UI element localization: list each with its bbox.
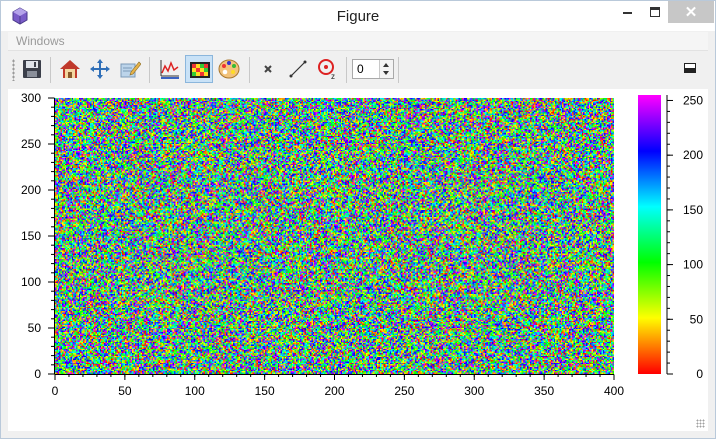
minimize-button[interactable] [612,1,642,23]
colorbar-tick-label: 100 [683,258,703,272]
x-tick-label: 200 [324,384,344,398]
y-tick-label: 0 [34,367,41,381]
x-tick-label: 300 [464,384,484,398]
svg-text:z: z [331,72,335,80]
edit-icon [120,61,141,78]
y-tick-label: 50 [28,321,42,335]
spin-down-icon[interactable] [383,71,389,75]
y-tick-label: 150 [21,229,41,243]
dock-toggle-icon[interactable] [684,63,696,73]
heatmap-image[interactable] [55,98,614,374]
edit-button[interactable] [116,55,144,83]
colorbar-tick-label: 0 [696,367,703,381]
toolbar-separator [249,57,250,83]
image-params-button[interactable] [185,55,213,83]
toolbar: z 0 [8,51,708,88]
menu-item-windows[interactable]: Windows [16,34,65,48]
app-icon [12,7,28,25]
toolbar-separator [50,57,51,83]
x-tick-label: 150 [255,384,275,398]
save-button[interactable] [18,55,46,83]
spinbox-value: 0 [357,62,364,76]
menu-bar: Windows [8,32,708,51]
image-params-icon [190,62,210,78]
toolbar-separator [346,57,347,83]
colorbar-tick-label: 200 [683,148,703,162]
y-tick-label: 200 [21,183,41,197]
y-tick-label: 100 [21,275,41,289]
x-tick-label: 400 [604,384,624,398]
x-tick-label: 0 [52,384,59,398]
spinbox-arrows[interactable] [379,60,393,78]
heatmap-chart[interactable]: 0 50 100 150 200 250 300 350 400 0 50 100 150 200 250 3… [8,89,708,431]
window-title: Figure [336,8,380,25]
pan-button[interactable] [86,55,114,83]
clear-marker-icon [264,65,272,73]
y-tick-label: 250 [21,137,41,151]
clear-marker-button[interactable] [254,55,282,83]
colorbar-tick-label: 250 [683,93,703,107]
x-tick-label: 100 [185,384,205,398]
x-tick-label: 350 [534,384,554,398]
home-button[interactable] [56,55,84,83]
line-icon [289,60,307,78]
colormap-icon [218,59,240,79]
colormap-button[interactable] [215,55,243,83]
colorbar-tick-label: 50 [690,312,704,326]
curve-params-button[interactable] [155,55,183,83]
toolbar-separator [149,57,150,83]
close-icon: ✕ [684,4,698,21]
resize-grip[interactable] [696,419,705,428]
maximize-button[interactable] [640,1,670,23]
plot-area[interactable]: 0 50 100 150 200 250 300 350 400 0 50 100 150 200 250 3… [8,89,708,431]
x-tick-label: 250 [394,384,414,398]
spin-up-icon[interactable] [383,63,389,67]
zoom-target-button[interactable]: z [314,55,342,83]
maximize-icon [650,7,660,17]
y-tick-label: 300 [21,91,41,105]
close-button[interactable]: ✕ [668,1,714,23]
value-spinbox[interactable]: 0 [352,59,394,79]
x-tick-label: 50 [118,384,132,398]
toolbar-grip[interactable] [12,59,15,81]
minimize-icon [623,12,632,14]
save-icon [23,60,41,78]
title-bar[interactable]: Figure ✕ [1,1,715,31]
line-tool-button[interactable] [284,55,312,83]
curve-params-icon [160,60,179,79]
toolbar-separator [398,57,399,83]
colorbar-tick-label: 150 [683,203,703,217]
zoom-target-icon: z [318,59,335,80]
home-icon [60,60,80,78]
pan-icon [90,59,110,79]
colorbar-gradient [638,95,661,374]
